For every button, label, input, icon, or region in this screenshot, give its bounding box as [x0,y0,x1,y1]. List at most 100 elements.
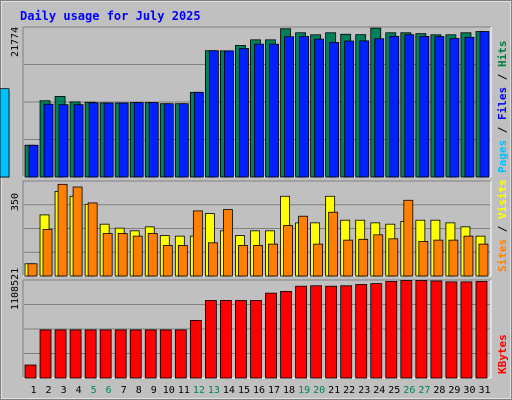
bar-files-day-20 [314,38,325,178]
bar-kbytes-day-23 [355,284,368,379]
x-tick-label: 28 [433,385,445,396]
bar-kbytes-day-24 [370,283,383,379]
x-tick-label: 4 [76,385,82,396]
bar-kbytes-day-5 [84,329,97,379]
bar-kbytes-day-7 [114,329,127,379]
x-tick-label: 22 [343,385,355,396]
panel-hits-files-pages: 21774 Pages / Files / Hits [0,26,509,178]
bar-kbytes-day-27 [415,280,428,379]
bar-files-day-24 [374,38,385,178]
bar-kbytes-day-29 [445,281,458,379]
bar-sites-day-14 [223,209,233,277]
bar-files-day-12 [193,91,204,178]
x-tick-label: 6 [106,385,112,396]
x-tick-label: 16 [253,385,265,396]
bar-files-day-6 [103,102,114,178]
bar-kbytes-day-26 [400,280,413,379]
bar-kbytes-day-13 [204,300,217,379]
x-tick-label: 27 [418,385,430,396]
bar-sites-day-13 [207,242,218,277]
bar-files-day-10 [163,103,174,178]
bar-files-day-16 [254,43,264,178]
bar-kbytes-day-6 [99,329,112,379]
bar-pages-day-31 [0,88,10,178]
bar-files-day-21 [329,42,340,178]
x-tick-label: 14 [223,385,235,396]
bar-files-day-18 [284,36,294,178]
series-label-hits-files-pages: Pages / Files / Hits [496,41,509,174]
bar-sites-day-9 [147,233,158,277]
x-tick-label: 5 [91,385,97,396]
bar-kbytes-day-22 [340,285,353,379]
bar-kbytes-day-4 [69,329,82,379]
bar-sites-day-29 [448,239,459,277]
bar-kbytes-day-12 [189,320,202,379]
bar-sites-day-21 [328,211,339,277]
x-tick-label: 2 [46,385,52,396]
bar-sites-day-3 [57,183,68,277]
series-label-visits-sites: Sites / Visits [496,179,509,272]
bar-files-day-30 [464,36,475,178]
bar-files-day-23 [359,40,370,178]
bar-files-day-26 [404,34,415,178]
x-tick-label: 21 [328,385,340,396]
bar-files-day-17 [269,43,279,178]
bar-kbytes-day-28 [430,280,443,379]
bar-kbytes-day-18 [280,290,292,379]
bar-kbytes-day-11 [174,329,187,379]
x-tick-label: 1 [31,385,37,396]
bar-sites-day-23 [358,238,369,277]
bar-files-day-4 [73,104,84,178]
bar-sites-day-1 [27,263,38,277]
x-tick-label: 20 [313,385,325,396]
bar-kbytes-day-15 [235,300,247,379]
x-tick-label: 17 [268,385,280,396]
panel-visits-sites: 350 Sites / Visits [10,179,509,277]
y-max-label: 350 [10,193,21,211]
series-label-kbytes: KBytes [496,334,509,374]
bar-kbytes-day-3 [54,329,67,379]
x-tick-label: 11 [178,385,190,396]
x-tick-label: 24 [373,385,385,396]
bar-files-day-15 [239,48,249,178]
bar-sites-day-16 [253,245,263,277]
bar-files-day-2 [43,103,54,178]
y-max-label: 21774 [10,27,21,57]
bar-sites-day-11 [177,245,188,277]
bar-sites-day-17 [268,243,278,277]
bar-kbytes-day-20 [310,285,323,379]
bar-kbytes-day-19 [295,285,307,379]
x-tick-label: 18 [283,385,295,396]
bar-kbytes-day-8 [129,329,142,379]
bar-kbytes-day-2 [39,329,52,379]
bar-sites-day-18 [283,225,293,277]
x-tick-label: 7 [121,385,127,396]
bar-files-day-7 [118,102,129,178]
bar-sites-day-6 [102,233,113,277]
bar-sites-day-20 [313,243,324,277]
bar-sites-day-10 [162,245,173,277]
bar-files-day-3 [58,104,69,178]
x-tick-label: 10 [163,385,175,396]
bar-kbytes-day-17 [265,292,277,379]
x-tick-label: 19 [298,385,310,396]
chart-title: Daily usage for July 2025 [20,9,201,23]
bar-kbytes-day-9 [144,329,157,379]
bar-sites-day-22 [343,239,354,277]
x-tick-label: 3 [61,385,67,396]
x-tick-label: 29 [448,385,460,396]
x-tick-label: 26 [403,385,415,396]
bar-files-day-8 [133,102,144,178]
bar-files-day-27 [419,35,430,178]
bar-files-day-25 [389,35,400,178]
bar-sites-day-2 [42,229,53,277]
x-tick-label: 15 [238,385,250,396]
x-tick-label: 9 [151,385,157,396]
x-axis-day-labels: 1 2 3 4 5 6 7 8 9 10 11 12 13 14 15 16 17 18 19 20 21 22 23 24 2… [31,385,491,396]
bar-files-day-19 [299,36,309,178]
bar-files-day-31 [479,31,490,178]
bar-files-day-1 [28,144,39,178]
x-tick-label: 31 [478,385,490,396]
bar-sites-day-24 [373,234,384,277]
